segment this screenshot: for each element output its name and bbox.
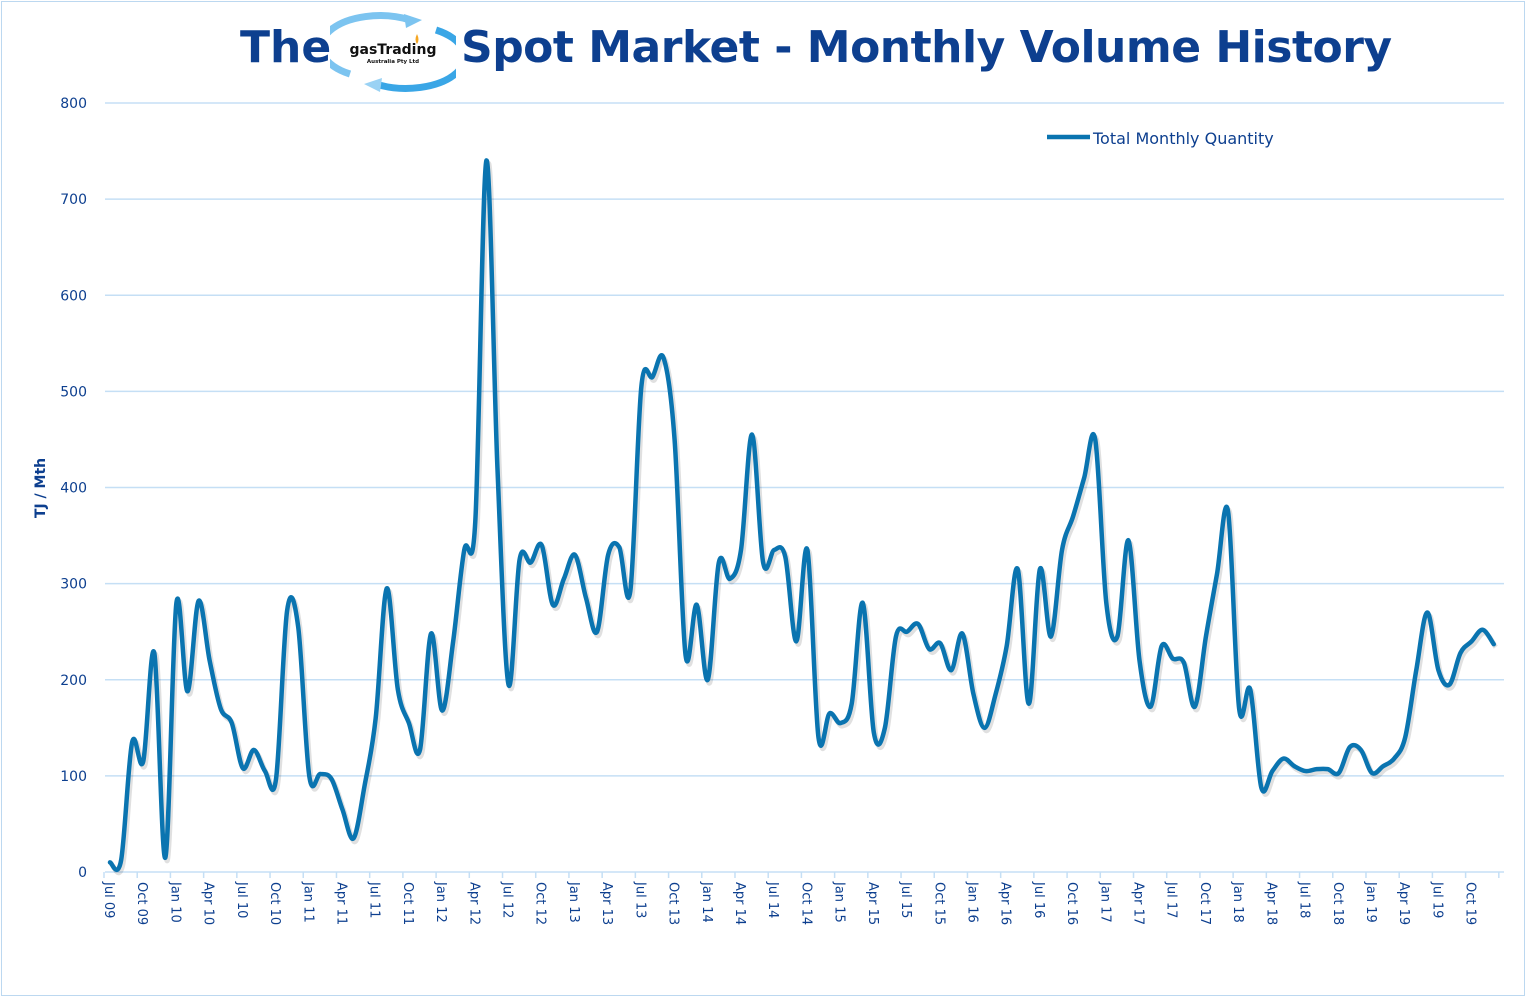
y-axis-label: TJ / Mth (33, 458, 49, 518)
x-tick-label: Apr 11 (333, 882, 348, 925)
svg-text:Australia Pty Ltd: Australia Pty Ltd (367, 59, 419, 65)
x-tick-label: Apr 16 (998, 882, 1013, 925)
x-tick-label: Jul 09 (101, 881, 116, 918)
x-tick-label: Jan 12 (433, 881, 448, 923)
x-tick-label: Oct 19 (1463, 882, 1478, 925)
x-tick-label: Jul 17 (1164, 881, 1179, 918)
x-tick-label: Jul 10 (234, 881, 249, 918)
x-tick-label: Oct 11 (400, 882, 415, 925)
x-tick-label: Jul 19 (1429, 881, 1444, 918)
x-tick-label: Apr 12 (466, 882, 481, 925)
x-tick-label: Jan 19 (1363, 881, 1378, 923)
title-main: Spot Market - Monthly Volume History (461, 22, 1392, 73)
y-tick-label: 100 (60, 769, 87, 785)
y-tick-label: 400 (60, 481, 87, 497)
x-tick-label: Jul 13 (632, 881, 647, 918)
x-tick-label: Jan 18 (1230, 881, 1245, 923)
x-tick-label: Jul 14 (765, 881, 780, 918)
legend-label: Total Monthly Quantity (1092, 129, 1274, 148)
x-tick-label: Jan 14 (699, 881, 714, 923)
x-tick-label: Jul 15 (898, 881, 913, 918)
x-tick-label: Oct 13 (666, 882, 681, 925)
x-tick-label: Oct 14 (798, 882, 813, 925)
x-tick-label: Apr 19 (1396, 882, 1411, 925)
x-tick-label: Oct 10 (267, 882, 282, 925)
y-tick-label: 0 (78, 865, 87, 881)
x-tick-label: Apr 17 (1131, 882, 1146, 925)
y-tick-label: 700 (60, 192, 87, 208)
y-tick-label: 600 (60, 288, 87, 304)
x-tick-label: Apr 14 (732, 882, 747, 925)
x-tick-label: Oct 15 (931, 882, 946, 925)
x-tick-label: Oct 16 (1064, 882, 1079, 925)
x-tick-label: Oct 12 (533, 882, 548, 925)
y-tick-label: 300 (60, 577, 87, 593)
x-tick-label: Jul 18 (1297, 881, 1312, 918)
x-tick-label: Jan 10 (167, 881, 182, 923)
x-tick-label: Jan 16 (964, 881, 979, 923)
chart-title: The gasTrading Australia Pty Ltd Spot Ma… (0, 12, 1528, 92)
title-prefix: The (240, 22, 332, 73)
y-tick-label: 500 (60, 384, 87, 400)
x-tick-label: Oct 17 (1197, 882, 1212, 925)
x-tick-label: Jan 15 (832, 881, 847, 923)
x-tick-label: Jan 13 (566, 881, 581, 923)
series-line-shadow (109, 161, 1498, 876)
x-tick-label: Oct 09 (134, 882, 149, 925)
x-tick-label: Jan 17 (1097, 881, 1112, 923)
x-tick-label: Jul 11 (367, 881, 382, 918)
x-tick-label: Jul 12 (500, 881, 515, 918)
x-tick-label: Jul 16 (1031, 881, 1046, 918)
y-tick-label: 200 (60, 673, 87, 689)
x-tick-label: Apr 13 (599, 882, 614, 925)
series-line-total-monthly-quantity (107, 158, 1496, 873)
y-tick-label: 800 (60, 96, 87, 112)
x-tick-label: Apr 15 (865, 882, 880, 925)
x-tick-label: Jan 11 (300, 881, 315, 923)
x-tick-label: Oct 18 (1330, 882, 1345, 925)
x-tick-label: Apr 10 (201, 882, 216, 925)
x-tick-label: Apr 18 (1263, 882, 1278, 925)
svg-text:gasTrading: gasTrading (350, 42, 437, 58)
legend: Total Monthly Quantity (1047, 129, 1274, 148)
gastrading-logo: gasTrading Australia Pty Ltd (330, 12, 456, 92)
